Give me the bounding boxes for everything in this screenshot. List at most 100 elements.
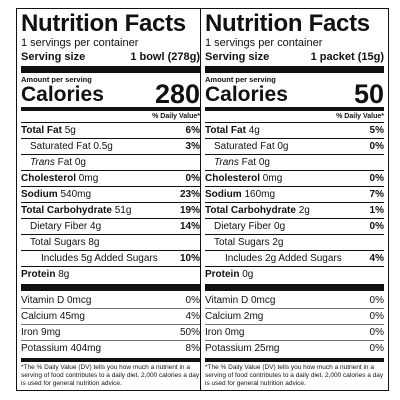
nutrient-name: Dietary Fiber [214,221,272,232]
nutrient-name: Total Sugars [30,237,86,248]
nutrient-amount: 2mg [243,311,264,322]
nutrient-name-trans: Trans [30,157,55,168]
nutrient-amount: 160mg [244,189,276,200]
nutrient-dv: 0% [369,221,384,232]
nutrient-row-vitamin-d: Vitamin D 0mcg 0% [205,293,384,308]
nutrient-name: Saturated Fat [30,141,91,152]
nutrient-name: Includes 5g Added Sugars [41,253,158,264]
daily-value-footnote: *The % Daily Value (DV) tells you how mu… [21,358,200,388]
nutrient-amount: 8g [88,237,100,248]
nutrient-amount: 4g [248,125,260,136]
calories-label: Calories [205,83,288,106]
thick-divider [21,66,200,73]
serving-size-row: Serving size 1 bowl (278g) [21,50,200,64]
nutrient-name: Vitamin D [205,295,249,306]
nutrient-name: Sodium [21,189,58,200]
nutrient-name: Total Fat [205,125,246,136]
nutrient-amount: 0mg [78,173,99,184]
nutrient-amount: 0.5g [93,141,113,152]
nutrient-row-total-sugars: Total Sugars 2g [205,234,384,250]
nutrient-row-dietary-fiber: Dietary Fiber 0g 0% [205,218,384,234]
nutrient-name: Vitamin D [21,295,65,306]
nutrition-label-bowl: Nutrition Facts 1 servings per container… [16,8,205,391]
nutrient-amount: 0g [277,141,289,152]
nutrient-amount: 2g [272,237,284,248]
nutrient-row-potassium: Potassium 25mg 0% [205,340,384,356]
nutrient-dv: 0% [185,173,200,184]
nutrient-amount: 0mg [262,173,283,184]
nutrient-row-dietary-fiber: Dietary Fiber 4g 14% [21,218,200,234]
thick-divider [21,284,200,291]
nutrient-amount: 51g [114,205,132,216]
nutrient-amount: 4g [90,221,102,232]
nutrient-dv: 50% [179,327,200,338]
nutrient-row-total-sugars: Total Sugars 8g [21,234,200,250]
nutrient-amount: 25mg [254,343,280,354]
amount-per-serving: Amount per serving [205,75,276,84]
nutrient-dv: 1% [369,205,384,216]
nutrient-dv: 4% [369,253,384,264]
nutrient-amount: 540mg [60,189,92,200]
daily-value-header: % Daily Value* [152,113,200,120]
nutrient-name-fat: Fat [57,157,73,168]
nutrient-dv: 8% [185,343,200,354]
nutrient-amount: 8g [58,269,70,280]
nutrient-dv: 6% [185,125,200,136]
nutrient-amount: 0mcg [66,295,92,306]
calories-value: 50 [353,79,384,109]
nutrient-amount: 0g [274,221,286,232]
nutrient-amount: 45mg [59,311,85,322]
nutrient-row-calcium: Calcium 45mg 4% [21,308,200,324]
nutrient-name: Dietary Fiber [30,221,88,232]
nutrient-amount: 2g [298,205,310,216]
serving-size-row: Serving size 1 packet (15g) [205,50,384,64]
thick-divider [205,284,384,291]
nutrient-name: Total Fat [21,125,62,136]
nutrient-name: Cholesterol [21,173,77,184]
nutrient-amount: 0mcg [250,295,276,306]
medium-divider [21,107,200,111]
nutrient-row-cholesterol: Cholesterol 0mg 0% [205,170,384,186]
nutrient-amount: 404mg [70,343,102,354]
nutrient-row-total-fat: Total Fat 5g 6% [21,122,200,138]
medium-divider [205,107,384,111]
nutrient-row-potassium: Potassium 404mg 8% [21,340,200,356]
nutrient-row-saturated-fat: Saturated Fat 0.5g 3% [21,138,200,154]
nutrient-name: Sodium [205,189,242,200]
servings-per-container: 1 servings per container [21,37,139,49]
daily-value-header: % Daily Value* [336,113,384,120]
nutrient-name: Saturated Fat [214,141,275,152]
nutrient-row-saturated-fat: Saturated Fat 0g 0% [205,138,384,154]
nutrient-row-protein: Protein 8g [21,266,200,282]
amount-per-serving: Amount per serving [21,75,92,84]
nutrient-row-iron: Iron 0mg 0% [205,324,384,340]
servings-per-container: 1 servings per container [205,37,323,49]
nutrient-row-added-sugars: Includes 2g Added Sugars 4% [205,250,384,266]
nutrient-dv: 0% [369,173,384,184]
nutrient-dv: 19% [179,205,200,216]
nutrient-amount: 9mg [41,327,61,338]
serving-size-label: Serving size [21,51,86,63]
serving-size-value: 1 packet (15g) [310,51,384,63]
nutrient-dv: 0% [369,327,384,338]
nutrient-row-vitamin-d: Vitamin D 0mcg 0% [21,293,200,308]
nutrient-dv: 14% [179,221,200,232]
nutrient-name: Protein [205,269,240,280]
nutrient-name: Cholesterol [205,173,261,184]
daily-value-footnote: *The % Daily Value (DV) tells you how mu… [205,358,384,388]
nutrition-label-packet: Nutrition Facts 1 servings per container… [200,8,389,391]
nutrient-row-total-carbohydrate: Total Carbohydrate 51g 19% [21,202,200,218]
calories-row: Calories 280 [21,79,200,109]
calories-value: 280 [154,79,200,109]
thick-divider [205,66,384,73]
nutrient-name: Potassium [205,343,252,354]
nutrient-dv: 10% [179,253,200,264]
nutrient-amount: 0g [242,269,254,280]
nutrient-name: Calcium [205,311,242,322]
nutrient-row-total-fat: Total Fat 4g 5% [205,122,384,138]
nutrient-row-trans-fat: Trans Fat 0g [205,154,384,170]
nutrient-amount: 0g [258,157,270,168]
nutrient-row-sodium: Sodium 160mg 7% [205,186,384,202]
nutrient-name: Iron [205,327,223,338]
